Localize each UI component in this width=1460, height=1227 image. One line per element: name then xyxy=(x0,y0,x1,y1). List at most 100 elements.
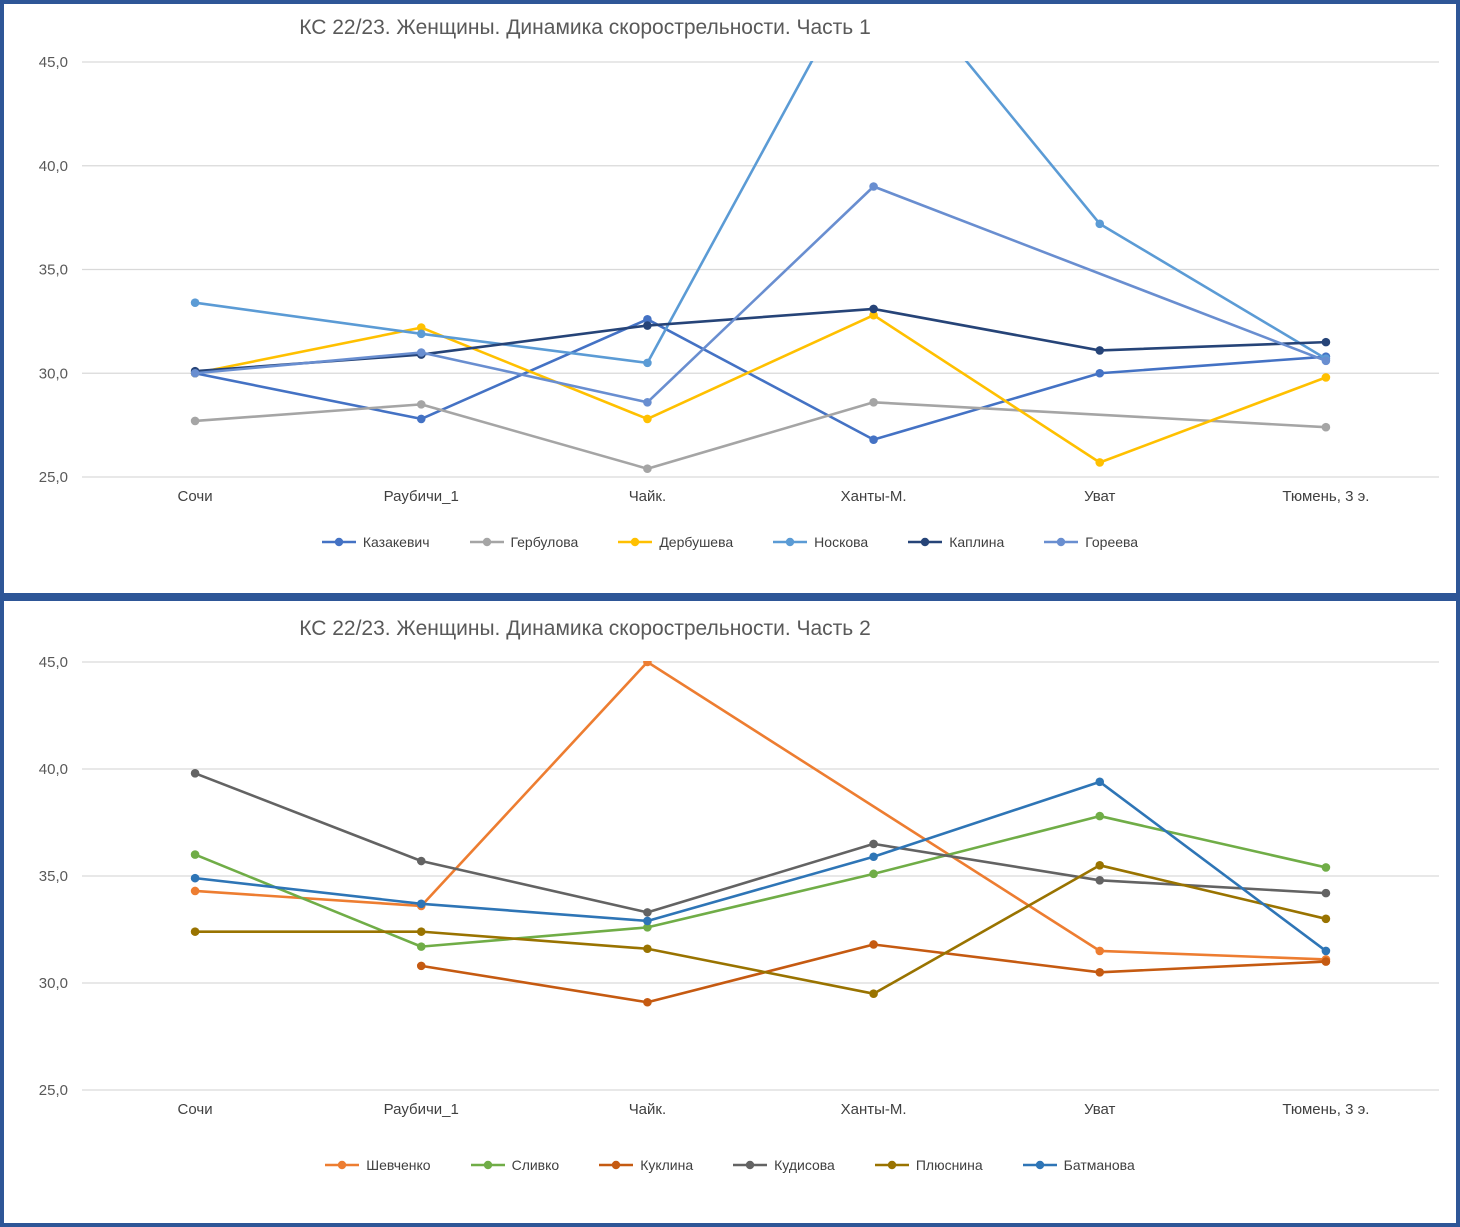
series-marker xyxy=(643,916,652,926)
series-marker xyxy=(1095,968,1105,977)
legend-item: Гербулова xyxy=(469,534,579,550)
series-Плюснина xyxy=(190,861,1331,998)
series-marker xyxy=(416,400,426,409)
series-marker xyxy=(643,464,652,474)
series-marker xyxy=(869,839,878,849)
series-marker xyxy=(1095,219,1105,229)
legend-line-marker-icon xyxy=(618,537,653,547)
series-marker xyxy=(190,298,200,308)
series-marker xyxy=(869,304,878,314)
series-marker xyxy=(643,398,652,407)
series-line xyxy=(193,864,1328,996)
series-line xyxy=(193,61,1328,365)
legend-line-marker-icon xyxy=(908,537,943,547)
chart-panel-part-1: КС 22/23. Женщины. Динамика скорострельн… xyxy=(0,0,1460,597)
legend-line-marker-icon xyxy=(1022,1160,1057,1170)
series-marker xyxy=(190,850,200,859)
series-marker xyxy=(1321,373,1331,382)
legend-label: Носкова xyxy=(814,534,869,550)
x-category-label: Сочи xyxy=(178,488,213,505)
series-marker xyxy=(869,310,878,320)
series-marker xyxy=(643,923,652,932)
series-marker xyxy=(416,856,426,866)
series-marker xyxy=(643,414,652,424)
series-marker xyxy=(416,927,426,936)
legend-label: Гербулова xyxy=(510,534,579,550)
line-chart: 45,0 40,0 35,0 30,0 25,0 Сочи Раубичи_1 Чайк. Ха… xyxy=(39,654,1439,1118)
series-marker xyxy=(190,886,200,896)
series-marker xyxy=(1321,422,1331,432)
series-Сливко xyxy=(190,811,1331,951)
legend-label: Кудисова xyxy=(774,1157,835,1173)
series-line xyxy=(193,661,1328,961)
y-tick-label: 35,0 xyxy=(39,868,68,885)
legend-item: Плюснина xyxy=(874,1157,983,1173)
series-marker xyxy=(869,182,878,191)
x-category-label: Ханты-М. xyxy=(841,1101,907,1118)
series-Каплина xyxy=(190,304,1331,376)
series-marker xyxy=(869,940,878,949)
series-marker xyxy=(1095,811,1105,821)
legend-line-marker-icon xyxy=(773,537,808,547)
chart-title: КС 22/23. Женщины. Динамика скорострельн… xyxy=(299,16,871,39)
series-Гербулова xyxy=(190,398,1331,474)
chart-legend: Шевченко Сливко Куклина Кудисова Плюснина Бат… xyxy=(4,1157,1456,1173)
series-marker xyxy=(869,869,878,879)
x-category-label: Сочи xyxy=(178,1101,213,1118)
series-marker xyxy=(416,329,426,339)
series-marker xyxy=(416,961,426,971)
series-marker xyxy=(416,899,426,909)
x-category-label: Ханты-М. xyxy=(841,488,907,505)
legend-item: Каплина xyxy=(908,534,1004,550)
series-line xyxy=(193,771,1328,914)
series-marker xyxy=(1321,914,1331,924)
series-marker xyxy=(1095,946,1105,956)
series-marker xyxy=(643,315,652,324)
x-category-label: Чайк. xyxy=(629,1101,666,1118)
legend-item: Казакевич xyxy=(321,534,430,550)
series-line xyxy=(193,780,1328,953)
series-marker xyxy=(190,416,200,426)
series-marker xyxy=(1095,346,1105,355)
series-line xyxy=(193,307,1328,373)
legend-line-marker-icon xyxy=(1044,537,1079,547)
series-marker xyxy=(1321,957,1331,966)
legend-item: Носкова xyxy=(773,534,868,550)
y-tick-label: 45,0 xyxy=(39,54,68,71)
chart-panel-part-2: КС 22/23. Женщины. Динамика скорострельн… xyxy=(0,597,1460,1227)
series-marker xyxy=(1095,861,1105,870)
legend-label: Плюснина xyxy=(915,1157,983,1173)
y-tick-label: 25,0 xyxy=(39,1082,68,1099)
series-marker xyxy=(1321,863,1331,872)
line-chart: 45,0 40,0 35,0 30,0 25,0 Сочи Раубичи_1 Чайк. Ха… xyxy=(39,54,1439,505)
legend-line-marker-icon xyxy=(325,1160,360,1170)
series-marker xyxy=(1321,356,1331,366)
x-category-label: Тюмень, 3 э. xyxy=(1282,1101,1369,1118)
series-Кудисова xyxy=(190,768,1331,917)
x-category-label: Раубичи_1 xyxy=(384,488,459,505)
legend-label: Куклина xyxy=(640,1157,694,1173)
series-marker xyxy=(869,989,878,998)
legend-label: Каплина xyxy=(949,534,1005,550)
series-marker xyxy=(643,661,652,667)
legend-label: Сливко xyxy=(511,1157,560,1173)
y-tick-label: 30,0 xyxy=(39,365,68,382)
legend-line-marker-icon xyxy=(469,537,504,547)
series-marker xyxy=(869,398,878,407)
legend-label: Гореева xyxy=(1085,534,1139,550)
y-tick-label: 45,0 xyxy=(39,654,68,671)
series-Гореева xyxy=(190,182,1331,407)
series-marker xyxy=(190,768,200,778)
series-marker xyxy=(190,368,200,378)
series-line xyxy=(193,313,1328,464)
legend-label: Шевченко xyxy=(366,1157,431,1173)
legend-item: Сливко xyxy=(470,1157,560,1173)
series-marker xyxy=(643,997,652,1007)
series-Дербушева xyxy=(190,310,1331,467)
legend-line-marker-icon xyxy=(321,537,356,547)
x-category-label: Раубичи_1 xyxy=(384,1101,459,1118)
legend-item: Дербушева xyxy=(618,534,733,550)
series-marker xyxy=(643,908,652,917)
chart-legend: Казакевич Гербулова Дербушева Носкова Каплин… xyxy=(4,534,1456,550)
series-marker xyxy=(1095,777,1105,787)
